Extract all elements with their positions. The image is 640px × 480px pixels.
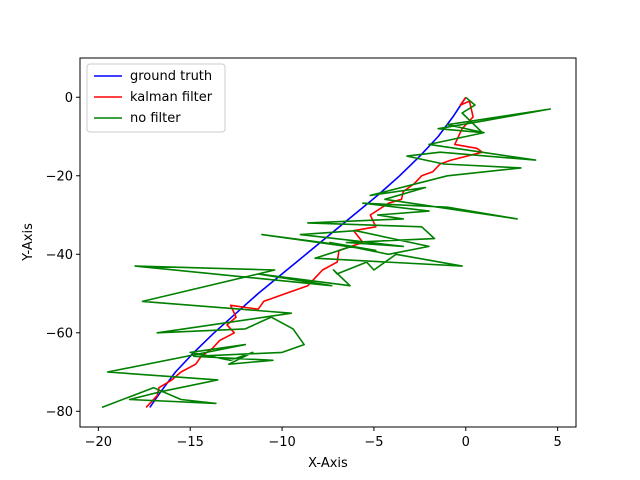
y-tick-label: −80 — [46, 405, 73, 420]
y-axis-ticks: 0 −20 −40 −60 −80 — [46, 91, 80, 420]
plot-frame — [79, 57, 577, 428]
legend-label-kalman-filter: kalman filter — [130, 90, 213, 105]
x-axis-ticks: −20 −15 −10 −5 0 5 — [85, 427, 562, 450]
legend-label-no-filter: no filter — [130, 111, 181, 126]
x-tick-label: −20 — [85, 435, 112, 450]
y-tick-label: −20 — [46, 169, 73, 184]
y-axis-label: Y-Axis — [21, 223, 36, 262]
x-tick-label: −5 — [364, 435, 383, 450]
y-tick-label: −40 — [46, 248, 73, 263]
legend: ground truth kalman filter no filter — [86, 63, 226, 133]
x-tick-label: 5 — [553, 435, 561, 450]
y-tick-label: −60 — [46, 326, 73, 341]
legend-box — [86, 63, 226, 133]
plot-lines — [101, 96, 552, 409]
x-tick-label: −15 — [177, 435, 204, 450]
x-tick-label: −10 — [268, 435, 295, 450]
legend-label-ground-truth: ground truth — [130, 69, 212, 84]
series-line-no-filter — [101, 96, 552, 409]
y-tick-label: 0 — [65, 91, 73, 106]
x-tick-label: 0 — [462, 435, 470, 450]
x-axis-label: X-Axis — [308, 456, 348, 471]
series-line-ground-truth — [149, 96, 467, 408]
